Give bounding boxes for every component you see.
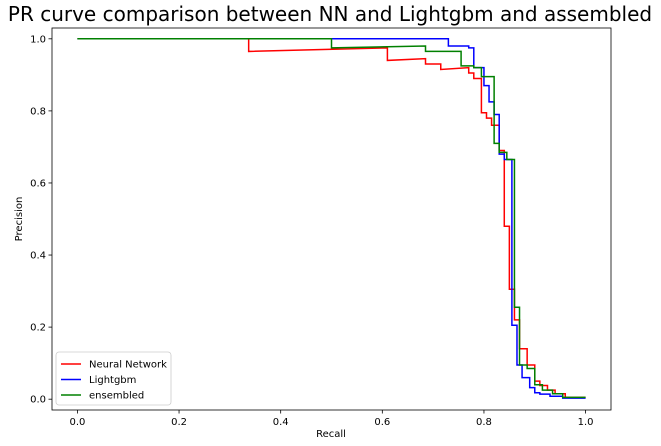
y-tick-label: 0.4	[30, 251, 46, 262]
series-line-ensembled	[77, 38, 586, 399]
y-axis: 0.0 0.2 0.4 0.6 0.8 1.0	[30, 34, 52, 406]
legend-label: ensembled	[89, 391, 144, 402]
legend-label: Neural Network	[89, 360, 167, 371]
y-tick-label: 0.2	[30, 323, 46, 334]
chart-title: PR curve comparison between NN and Light…	[8, 2, 652, 26]
x-tick-label: 1.0	[578, 417, 594, 428]
x-tick-label: 0.2	[171, 417, 187, 428]
y-tick-label: 0.0	[30, 395, 46, 406]
y-tick-label: 1.0	[30, 34, 46, 45]
legend-box	[55, 351, 172, 406]
legend-label: Lightgbm	[89, 375, 136, 386]
y-tick-label: 0.6	[30, 178, 46, 189]
x-tick-label: 0.0	[69, 417, 85, 428]
x-axis-label: Recall	[316, 429, 346, 440]
series-layer	[77, 38, 586, 399]
legend: Neural Network Lightgbm ensembled	[55, 351, 172, 406]
y-axis-label: Precision	[14, 197, 25, 242]
series-line-lightgbm	[77, 38, 586, 399]
x-tick-label: 0.8	[476, 417, 492, 428]
plot-area	[52, 28, 611, 410]
plot-frame	[51, 27, 612, 411]
x-tick-label: 0.4	[273, 417, 289, 428]
x-tick-label: 0.6	[374, 417, 390, 428]
y-tick-label: 0.8	[30, 106, 46, 117]
x-axis: 0.0 0.2 0.4 0.6 0.8 1.0	[69, 410, 594, 428]
